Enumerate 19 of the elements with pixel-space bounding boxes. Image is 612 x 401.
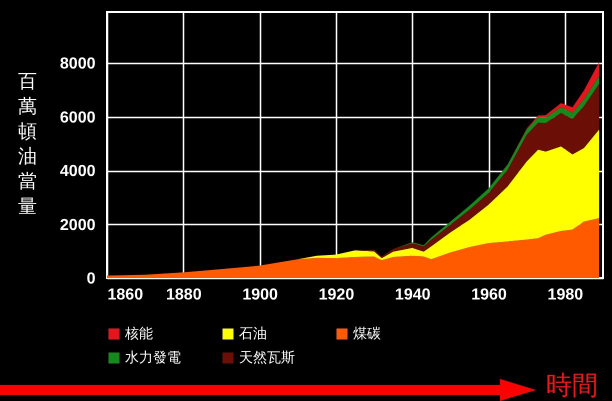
x-tick-label: 1940 — [394, 286, 431, 304]
y-tick-label: 4000 — [60, 163, 96, 180]
x-tick-label: 1900 — [242, 286, 278, 304]
x-axis-title: 時間 — [546, 370, 598, 401]
legend-label: 核能 — [124, 325, 153, 341]
x-tick-label: 1880 — [166, 286, 202, 304]
y-tick-label: 2000 — [60, 216, 96, 234]
legend-label: 天然瓦斯 — [239, 349, 295, 365]
legend-label: 石油 — [239, 325, 267, 341]
x-tick-label: 1960 — [471, 286, 507, 304]
legend-label: 水力發電 — [125, 349, 181, 365]
x-tick-label: 1920 — [318, 286, 354, 304]
y-tick-label: 6000 — [60, 109, 96, 126]
y-axis-title: 百萬頓油當量 — [18, 72, 37, 218]
y-tick-label: 0 — [86, 270, 96, 288]
x-tick-label: 1860 — [108, 286, 144, 304]
x-tick-label: 1980 — [548, 286, 584, 304]
legend-label: 煤碳 — [353, 325, 381, 341]
y-tick-label: 8000 — [60, 56, 96, 73]
